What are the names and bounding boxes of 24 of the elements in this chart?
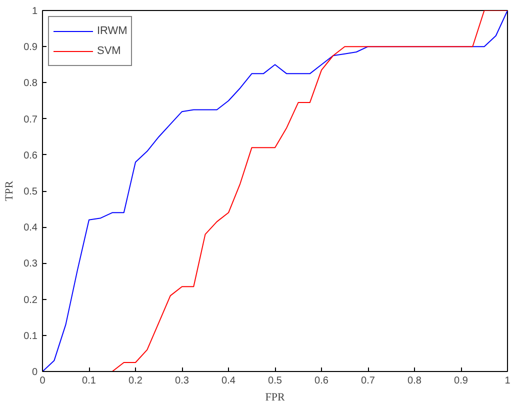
y-tick-label: 0.6 [24, 150, 38, 162]
x-tick-label: 0.5 [268, 376, 282, 386]
x-tick-label: 0.4 [222, 376, 236, 386]
y-tick-label: 0.9 [24, 42, 38, 54]
y-tick-label: 0.3 [24, 258, 38, 270]
y-axis-title: TPR [4, 180, 16, 202]
y-tick-label: 0.1 [24, 330, 38, 342]
x-tick-label: 0.3 [175, 376, 190, 386]
y-tick-label: 0.5 [24, 186, 38, 198]
x-tick-label: 0.1 [82, 376, 96, 386]
y-tick-label: 1 [32, 6, 38, 17]
x-tick-label: 0.6 [314, 376, 329, 386]
x-axis-title: FPR [265, 392, 286, 404]
x-tick-label: 1 [504, 376, 511, 386]
x-tick-label: 0.8 [408, 376, 422, 386]
y-tick-label: 0.2 [24, 294, 38, 306]
y-tick-label: 0 [32, 367, 38, 378]
y-tick-label: 0.8 [24, 78, 38, 90]
y-tick-label: 0.4 [24, 222, 38, 234]
x-tick-label: 0.9 [454, 376, 468, 386]
x-tick-label: 0 [40, 376, 46, 386]
x-tick-label: 0.2 [128, 376, 143, 386]
x-tick-label: 0.7 [361, 376, 376, 386]
y-tick-label: 0.7 [24, 114, 38, 126]
